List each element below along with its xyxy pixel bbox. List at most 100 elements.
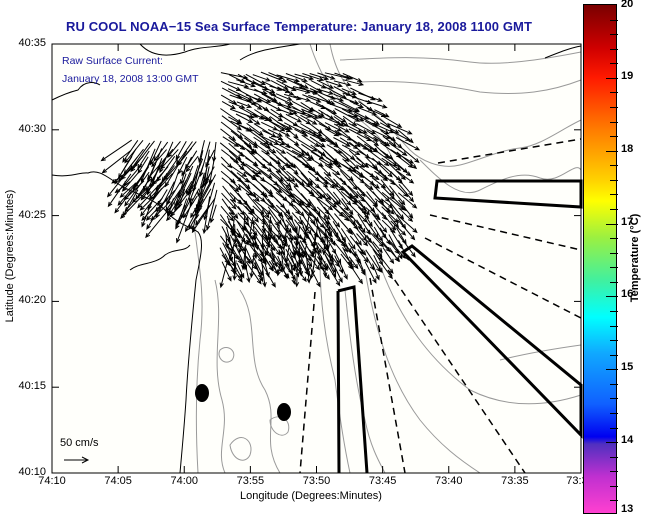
current-vector-arrow — [269, 172, 293, 191]
contour-line — [218, 346, 235, 363]
current-vector-arrow — [357, 164, 375, 178]
current-vector-arrow — [119, 182, 137, 198]
current-vector-arrow — [276, 260, 282, 277]
contour-line — [319, 259, 351, 474]
x-tick-label: 73:35 — [501, 475, 529, 487]
current-vector-arrow — [356, 261, 366, 276]
current-vector-arrow — [381, 115, 403, 128]
current-vector-arrow — [365, 157, 379, 170]
current-vector-arrow — [374, 109, 390, 118]
current-vector-arrow — [150, 157, 167, 183]
colorbar-tick-label: 15 — [621, 361, 634, 374]
current-vector-arrow — [348, 122, 368, 134]
current-vector-arrow — [253, 81, 276, 94]
current-vector-arrow — [305, 216, 310, 232]
current-vector-arrow — [350, 157, 365, 169]
current-vector-arrow — [269, 156, 287, 171]
contour-line — [419, 159, 582, 194]
current-vector-arrow — [339, 177, 359, 199]
current-vector-arrow — [294, 128, 309, 137]
current-vector-arrow — [365, 249, 381, 273]
current-vector-arrow — [270, 213, 280, 227]
current-vector-arrow — [244, 262, 251, 284]
current-vector-arrow — [333, 149, 350, 163]
current-vector-arrow — [372, 263, 380, 281]
current-vector-arrow — [373, 254, 383, 274]
current-vector-arrow — [271, 252, 278, 268]
current-vector-arrow — [205, 149, 215, 168]
current-vector-arrow — [314, 216, 324, 243]
current-vector-arrow — [107, 173, 132, 208]
current-vector-arrow — [324, 128, 340, 137]
current-vector-arrow — [373, 149, 398, 167]
current-label-line1: Raw Surface Current: — [62, 55, 163, 67]
survey-dashed-line — [369, 277, 406, 474]
current-vector-arrow — [236, 101, 253, 108]
current-vector-arrow — [139, 181, 169, 211]
current-vector-arrow — [236, 262, 245, 279]
current-vector-arrow — [276, 199, 291, 215]
current-vector-arrow — [348, 262, 363, 285]
current-label-line2: January 18, 2008 13:00 GMT — [62, 73, 199, 85]
contour-line — [379, 264, 582, 405]
temperature-colorbar — [583, 4, 618, 514]
colorbar-tick-label: 13 — [621, 503, 634, 515]
coastline-segment — [51, 171, 202, 474]
current-vector-arrow — [349, 228, 362, 246]
current-vector-arrow — [155, 163, 179, 191]
contour-line — [364, 269, 481, 474]
current-vector-arrow — [309, 136, 326, 148]
current-vector-arrow — [184, 150, 198, 170]
current-vector-arrow — [316, 172, 336, 189]
current-vector-arrow — [222, 185, 237, 203]
current-vector-arrow — [381, 157, 402, 171]
colorbar-tick-mark — [610, 340, 618, 342]
current-vector-arrow — [230, 165, 248, 178]
colorbar-tick-label: 14 — [621, 434, 634, 447]
current-vector-arrow — [357, 106, 378, 116]
x-tick-label: 73:3 — [566, 475, 588, 487]
current-vector-arrow — [341, 122, 363, 134]
current-vector-arrow — [101, 150, 132, 174]
colorbar-tick-mark — [606, 296, 618, 298]
current-vector-arrow — [175, 140, 187, 161]
current-vector-arrow — [355, 240, 364, 255]
colorbar-tick-mark — [610, 48, 618, 50]
current-vector-arrow — [388, 142, 408, 157]
current-vector-arrow — [261, 252, 270, 278]
current-vector-arrow — [398, 199, 414, 219]
current-vector-arrow — [228, 242, 235, 262]
current-vector-arrow — [342, 79, 365, 86]
current-vector-arrow — [348, 114, 365, 122]
colorbar-tick-mark — [606, 223, 618, 225]
survey-dashed-line — [299, 291, 316, 474]
current-vector-arrow — [398, 183, 415, 203]
current-vector-arrow — [167, 179, 187, 215]
current-vector-arrow — [310, 144, 327, 157]
current-vector-arrow — [253, 235, 259, 251]
current-vector-arrow — [199, 141, 211, 178]
current-vector-arrow — [232, 260, 237, 281]
colorbar-tick-mark — [610, 354, 618, 356]
current-vector-arrow — [130, 140, 155, 173]
contour-line — [329, 43, 582, 167]
current-vector-arrow — [246, 99, 263, 110]
current-vector-arrow — [260, 204, 270, 219]
current-vector-arrow — [219, 261, 228, 289]
contour-line — [339, 51, 582, 64]
current-vector-arrow — [379, 255, 394, 274]
current-vector-arrow — [325, 80, 343, 88]
current-vector-arrow — [261, 99, 282, 112]
current-vector-arrow — [302, 225, 308, 244]
current-vector-arrow — [316, 79, 335, 89]
current-vector-arrow — [283, 224, 289, 241]
current-vector-arrow — [241, 251, 246, 271]
current-vector-arrow — [259, 142, 277, 154]
colorbar-tick-mark — [610, 252, 618, 254]
current-vector-arrow — [275, 93, 293, 101]
colorbar-tick-mark — [610, 107, 618, 108]
current-vector-arrow — [156, 156, 176, 183]
current-vector-arrow — [277, 165, 296, 183]
contour-line — [309, 43, 396, 166]
current-vector-arrow — [137, 156, 149, 174]
